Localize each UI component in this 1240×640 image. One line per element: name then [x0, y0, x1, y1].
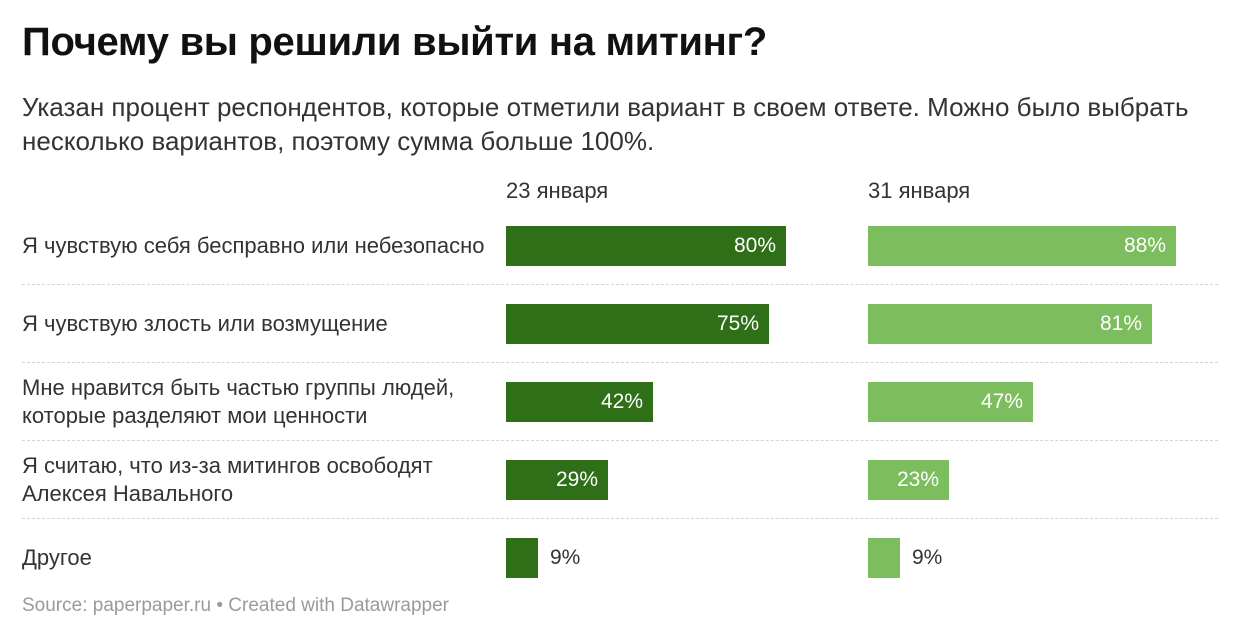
bar-series-1	[506, 538, 538, 578]
series-header-1: 23 января	[506, 178, 609, 203]
bar-value-label: 42%	[600, 390, 643, 413]
category-label: Мне нравится быть частью группы людей, к…	[22, 375, 455, 428]
chart-row: Я чувствую злость или возмущение 75% 81%	[22, 290, 1218, 363]
bar-value-label: 9%	[912, 546, 943, 569]
chart-subtitle: Указан процент респондентов, которые отм…	[22, 92, 1189, 156]
category-label: Я чувствую злость или возмущение	[22, 311, 388, 336]
row-divider	[22, 440, 1218, 441]
row-divider	[22, 518, 1218, 519]
bar-series-2	[868, 538, 900, 578]
category-label: Я чувствую себя бесправно или небезопасн…	[22, 233, 485, 258]
source-text: Source: paperpaper.ru	[22, 595, 212, 616]
bar-value-label: 80%	[733, 234, 776, 257]
row-divider	[22, 284, 1218, 285]
chart-row: Я считаю, что из-за митингов освободят А…	[22, 446, 1218, 519]
bar-series-1	[506, 460, 608, 500]
bar-value-label: 47%	[980, 390, 1023, 413]
bar-value-label: 29%	[555, 468, 598, 491]
bar-value-label: 23%	[896, 468, 939, 491]
chart-title: Почему вы решили выйти на митинг?	[22, 20, 768, 64]
bar-series-2	[868, 226, 1176, 266]
bar-value-label: 81%	[1099, 312, 1142, 335]
credit-text: Created with Datawrapper	[228, 595, 450, 616]
chart-row: Я чувствую себя бесправно или небезопасн…	[22, 212, 1218, 285]
source-separator: •	[216, 595, 224, 616]
category-label: Я считаю, что из-за митингов освободят А…	[22, 453, 433, 506]
chart-source: Source: paperpaper.ru • Created with Dat…	[22, 595, 449, 617]
chart-row: Мне нравится быть частью группы людей, к…	[22, 368, 1218, 441]
bar-value-label: 88%	[1123, 234, 1166, 257]
bar-series-1	[506, 382, 653, 422]
category-label: Другое	[22, 545, 92, 570]
bar-series-1	[506, 226, 786, 266]
bar-series-2	[868, 460, 949, 500]
row-divider	[22, 362, 1218, 363]
series-header-2: 31 января	[868, 178, 971, 203]
bar-series-2	[868, 304, 1152, 344]
bar-series-2	[868, 382, 1033, 422]
bar-value-label: 9%	[550, 546, 581, 569]
bar-value-label: 75%	[716, 312, 759, 335]
chart-row: Другое 9% 9%	[22, 524, 1218, 592]
bar-series-1	[506, 304, 769, 344]
